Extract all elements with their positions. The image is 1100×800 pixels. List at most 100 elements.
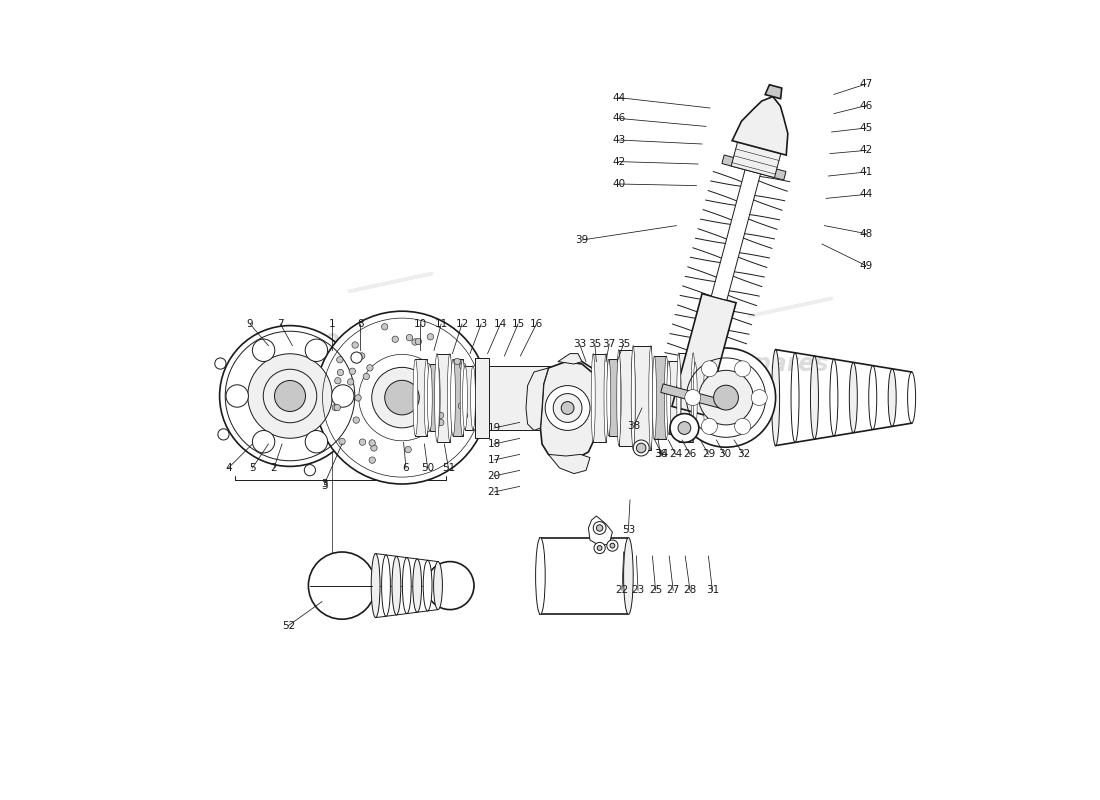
Polygon shape <box>661 384 725 409</box>
Polygon shape <box>722 155 786 180</box>
Circle shape <box>427 334 433 340</box>
Ellipse shape <box>463 366 467 430</box>
Text: eurospares: eurospares <box>279 328 429 352</box>
Text: 48: 48 <box>859 229 872 238</box>
Circle shape <box>596 525 603 531</box>
Text: 51: 51 <box>442 463 455 473</box>
Circle shape <box>437 412 443 418</box>
Text: 1: 1 <box>329 319 336 329</box>
Bar <box>540 538 628 614</box>
Circle shape <box>460 363 466 370</box>
Text: 18: 18 <box>487 439 500 449</box>
Ellipse shape <box>888 369 896 426</box>
Circle shape <box>316 311 488 484</box>
Ellipse shape <box>403 558 411 614</box>
Circle shape <box>348 378 354 385</box>
Circle shape <box>735 361 750 377</box>
Ellipse shape <box>676 353 681 442</box>
Text: 14: 14 <box>494 319 507 329</box>
Ellipse shape <box>849 362 857 433</box>
Ellipse shape <box>667 361 671 434</box>
Circle shape <box>338 370 343 376</box>
Ellipse shape <box>617 350 620 446</box>
Text: 23: 23 <box>631 586 645 595</box>
Text: 20: 20 <box>487 471 500 481</box>
Circle shape <box>698 370 754 425</box>
Ellipse shape <box>460 359 465 436</box>
Polygon shape <box>732 142 781 178</box>
Circle shape <box>363 374 370 380</box>
Text: 53: 53 <box>621 525 635 534</box>
Text: 28: 28 <box>683 586 696 595</box>
Text: 44: 44 <box>859 190 872 199</box>
Text: 12: 12 <box>455 319 469 329</box>
Bar <box>634 346 651 450</box>
Text: 11: 11 <box>434 319 448 329</box>
Text: 36: 36 <box>653 450 667 459</box>
Ellipse shape <box>607 359 610 436</box>
Ellipse shape <box>412 559 421 612</box>
Text: 7: 7 <box>277 319 284 329</box>
Ellipse shape <box>425 359 429 436</box>
Circle shape <box>426 562 474 610</box>
Ellipse shape <box>631 346 635 450</box>
Circle shape <box>339 438 345 445</box>
Ellipse shape <box>392 556 400 615</box>
Text: 8: 8 <box>358 319 364 329</box>
Ellipse shape <box>869 366 877 430</box>
Ellipse shape <box>829 359 838 436</box>
Ellipse shape <box>704 362 707 433</box>
Polygon shape <box>558 354 582 364</box>
Ellipse shape <box>624 538 634 614</box>
Circle shape <box>214 358 225 369</box>
Ellipse shape <box>678 361 681 434</box>
Circle shape <box>220 326 361 466</box>
Circle shape <box>334 404 340 410</box>
Text: 37: 37 <box>603 339 616 349</box>
Ellipse shape <box>604 354 608 442</box>
Text: 2: 2 <box>271 463 277 473</box>
Circle shape <box>751 390 767 406</box>
Text: 46: 46 <box>859 101 872 110</box>
Ellipse shape <box>664 356 669 439</box>
Ellipse shape <box>428 364 432 431</box>
Bar <box>474 358 490 438</box>
Circle shape <box>685 390 701 406</box>
Circle shape <box>226 385 249 407</box>
Circle shape <box>382 323 388 330</box>
Text: 47: 47 <box>859 79 872 89</box>
Circle shape <box>353 417 360 423</box>
Circle shape <box>349 368 355 374</box>
Ellipse shape <box>791 353 799 442</box>
Circle shape <box>305 339 328 362</box>
Ellipse shape <box>617 359 621 436</box>
Text: 4: 4 <box>226 463 232 473</box>
Text: 9: 9 <box>246 319 253 329</box>
Bar <box>306 380 398 412</box>
Bar <box>437 354 450 442</box>
Polygon shape <box>588 516 613 546</box>
Bar <box>593 354 606 442</box>
Ellipse shape <box>382 555 390 616</box>
Circle shape <box>459 402 464 409</box>
Ellipse shape <box>631 350 635 446</box>
Circle shape <box>263 370 317 422</box>
Text: 32: 32 <box>737 450 750 459</box>
Ellipse shape <box>434 354 439 442</box>
Bar <box>619 350 634 446</box>
Circle shape <box>411 339 418 346</box>
Circle shape <box>406 334 412 341</box>
Ellipse shape <box>811 356 818 439</box>
Circle shape <box>392 336 398 342</box>
Text: 19: 19 <box>487 423 500 433</box>
Circle shape <box>461 412 468 418</box>
Text: 44: 44 <box>613 93 626 102</box>
Bar <box>669 361 679 434</box>
Text: 6: 6 <box>403 463 409 473</box>
Circle shape <box>218 429 229 440</box>
Circle shape <box>371 445 377 451</box>
Circle shape <box>702 418 717 434</box>
Circle shape <box>359 353 365 359</box>
Text: 5: 5 <box>249 463 255 473</box>
Ellipse shape <box>771 350 780 446</box>
